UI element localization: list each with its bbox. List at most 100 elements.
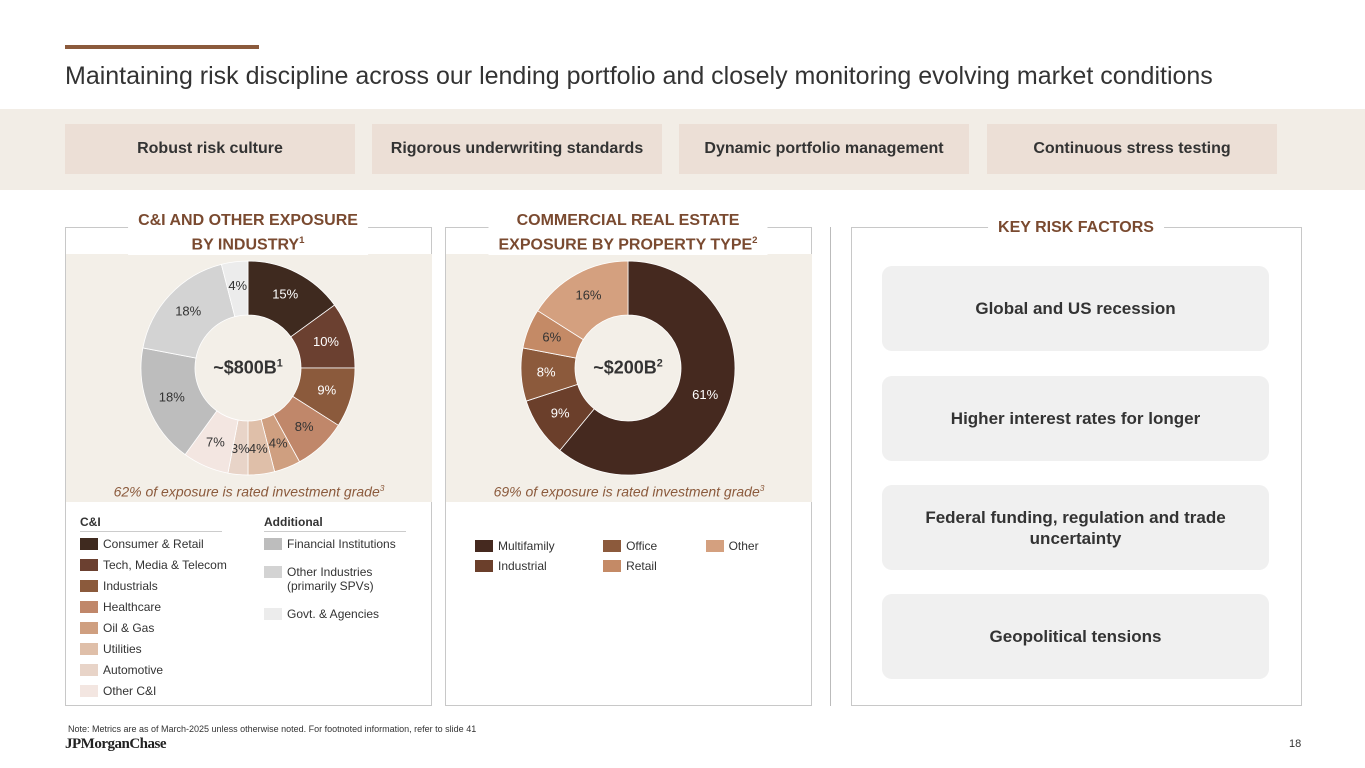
chart-title: COMMERCIAL REAL ESTATE EXPOSURE BY PROPE… [488,211,768,256]
panel-title: KEY RISK FACTORS [988,218,1164,238]
footnote-mark: 2 [656,357,663,370]
legend-swatch [264,608,282,620]
pillar: Continuous stress testing [987,124,1277,174]
accent-rule [65,45,259,49]
caption-text: 69% of exposure is rated investment grad… [493,483,760,500]
legend-swatch [80,559,98,571]
legend-label: Healthcare [103,600,162,614]
pillar: Dynamic portfolio management [679,124,969,174]
donut-slice [537,260,629,341]
legend-swatch [80,538,98,550]
data-label: 8% [537,365,556,380]
legend-label: Office [626,539,658,553]
legend-swatch [603,560,622,572]
data-label: 6% [542,329,561,344]
donut-chart: 61% 9% 8% 6% 16% [520,260,736,476]
data-label: 9% [317,382,336,397]
chart-caption: 69% of exposure is rated investment grad… [446,483,812,500]
legend-item: Consumer & Retail [80,537,240,551]
title-line: BY INDUSTRY [191,236,300,254]
center-value: ~$800B [213,357,277,378]
legend-swatch [603,540,622,552]
legend-item: Tech, Media & Telecom [80,558,240,572]
center-value: ~$200B [593,357,657,378]
divider [830,227,831,706]
legend-swatch [80,580,98,592]
footnote-mark: 1 [299,235,305,246]
data-label: 4% [269,436,288,451]
title-line: C&I AND OTHER EXPOSURE [138,212,358,229]
legend-group: Additional Financial Institutions Other In… [264,515,424,635]
donut-slice [220,260,249,318]
data-label: 3% [231,441,250,456]
legend-label: Financial Institutions [287,537,396,551]
chart-caption: 62% of exposure is rated investment grad… [66,483,432,500]
legend-item: Other [705,539,795,553]
legend-heading: Additional [264,515,406,532]
legend-label: Tech, Media & Telecom [103,558,227,572]
legend-heading: C&I [80,515,222,532]
data-label: 15% [272,286,298,301]
data-label: 10% [313,334,339,349]
chart-title: C&I AND OTHER EXPOSURE BY INDUSTRY1 [128,211,368,256]
legend-item: Healthcare [80,600,240,614]
legend-label: Other Industries (primarily SPVs) [287,565,374,593]
legend-label: Automotive [103,663,164,677]
legend-group: C&I Consumer & Retail Tech, Media & Teleco… [80,515,240,705]
legend-label: Industrial [498,559,547,573]
footnote-mark: 3 [379,483,385,493]
risk-factor: Geopolitical tensions [882,594,1269,679]
title-line: EXPOSURE BY PROPERTY TYPE [498,236,753,254]
legend-item: Utilities [80,642,240,656]
legend-swatch [475,540,493,552]
legend-label: Consumer & Retail [103,537,204,551]
legend-item: Retail [603,559,694,573]
donut-chart: 15%10%9%8%4%4%3%7%18%18%4% [140,260,356,476]
legend-label: Govt. & Agencies [287,607,380,621]
center-label: ~$200B2 [593,358,663,379]
legend-item: Other Industries (primarily SPVs) [264,565,424,593]
legend: Multifamily Industrial Office Retail Other [475,539,795,579]
footnote-mark: 2 [752,235,758,246]
legend-label: Industrials [103,579,158,593]
legend-item: Industrials [80,579,240,593]
legend-swatch [80,622,98,634]
donut-slice [142,263,236,359]
footnote: Note: Metrics are as of March-2025 unles… [68,724,477,734]
legend-swatch [80,685,98,697]
legend-label: Other [728,539,759,553]
data-label: 18% [159,390,185,405]
risk-factor: Higher interest rates for longer [882,376,1269,461]
legend-item: Govt. & Agencies [264,607,424,621]
data-label: 16% [575,288,601,303]
legend-label: Utilities [103,642,142,656]
legend-swatch [80,601,98,613]
legend-item: Automotive [80,663,240,677]
risk-factor: Global and US recession [882,266,1269,351]
legend-item: Office [603,539,694,553]
page-number: 18 [1289,738,1302,750]
legend-swatch [264,538,282,550]
data-label: 9% [551,406,570,421]
legend-item: Financial Institutions [264,537,424,551]
risk-factor: Federal funding, regulation and trade un… [882,485,1269,570]
data-label: 18% [175,303,201,318]
data-label: 8% [295,419,314,434]
pillar: Rigorous underwriting standards [372,124,662,174]
legend-label: Oil & Gas [103,621,155,635]
donut-slice [559,260,736,476]
title-line: COMMERCIAL REAL ESTATE [516,212,740,229]
legend-label: Retail [626,559,657,573]
donut-slice [140,347,218,456]
legend: C&I Consumer & Retail Tech, Media & Teleco… [80,515,430,700]
legend-swatch [264,566,282,578]
pillar: Robust risk culture [65,124,355,174]
legend-item: Other C&I [80,684,240,698]
slide-title: Maintaining risk discipline across our l… [65,62,1213,90]
data-label: 7% [206,435,225,450]
legend-swatch [80,664,98,676]
data-label: 4% [249,441,268,456]
legend-swatch [475,560,493,572]
logo: JPMorganChase [65,736,167,752]
